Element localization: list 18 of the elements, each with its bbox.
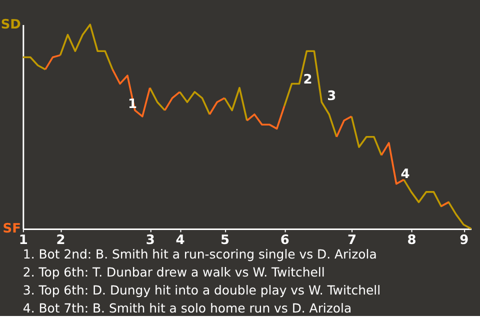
text: SF — [2, 222, 21, 237]
annotation: 2 — [303, 72, 312, 88]
annotation: 3 — [327, 89, 336, 104]
text: 4. Bot 7th: B. Smith hit a solo home run vs D. Arizola — [22, 300, 352, 316]
text: 3. Top 6th: D. Dungy hit into a double play vs W. Twitchell — [22, 282, 381, 298]
text: 1. Bot 2nd: B. Smith hit a run-scoring single vs D. Arizola — [22, 246, 377, 262]
x-tick-label: 8 — [407, 233, 416, 248]
x-tick-label: 9 — [460, 233, 469, 248]
x-tick-label: 2 — [56, 233, 66, 248]
x-tick-label: 5 — [220, 233, 230, 248]
x-tick-label: 1 — [18, 233, 28, 248]
text: SD — [0, 18, 22, 33]
x-tick-label: 3 — [146, 233, 155, 248]
text: 2. Top 6th: T. Dunbar drew a walk vs W. Twitchell — [22, 264, 325, 280]
x-tick-label: 4 — [176, 233, 185, 248]
x-tick-label: 7 — [348, 233, 357, 248]
annotation: 4 — [400, 166, 410, 182]
x-tick-label: 6 — [280, 233, 290, 248]
